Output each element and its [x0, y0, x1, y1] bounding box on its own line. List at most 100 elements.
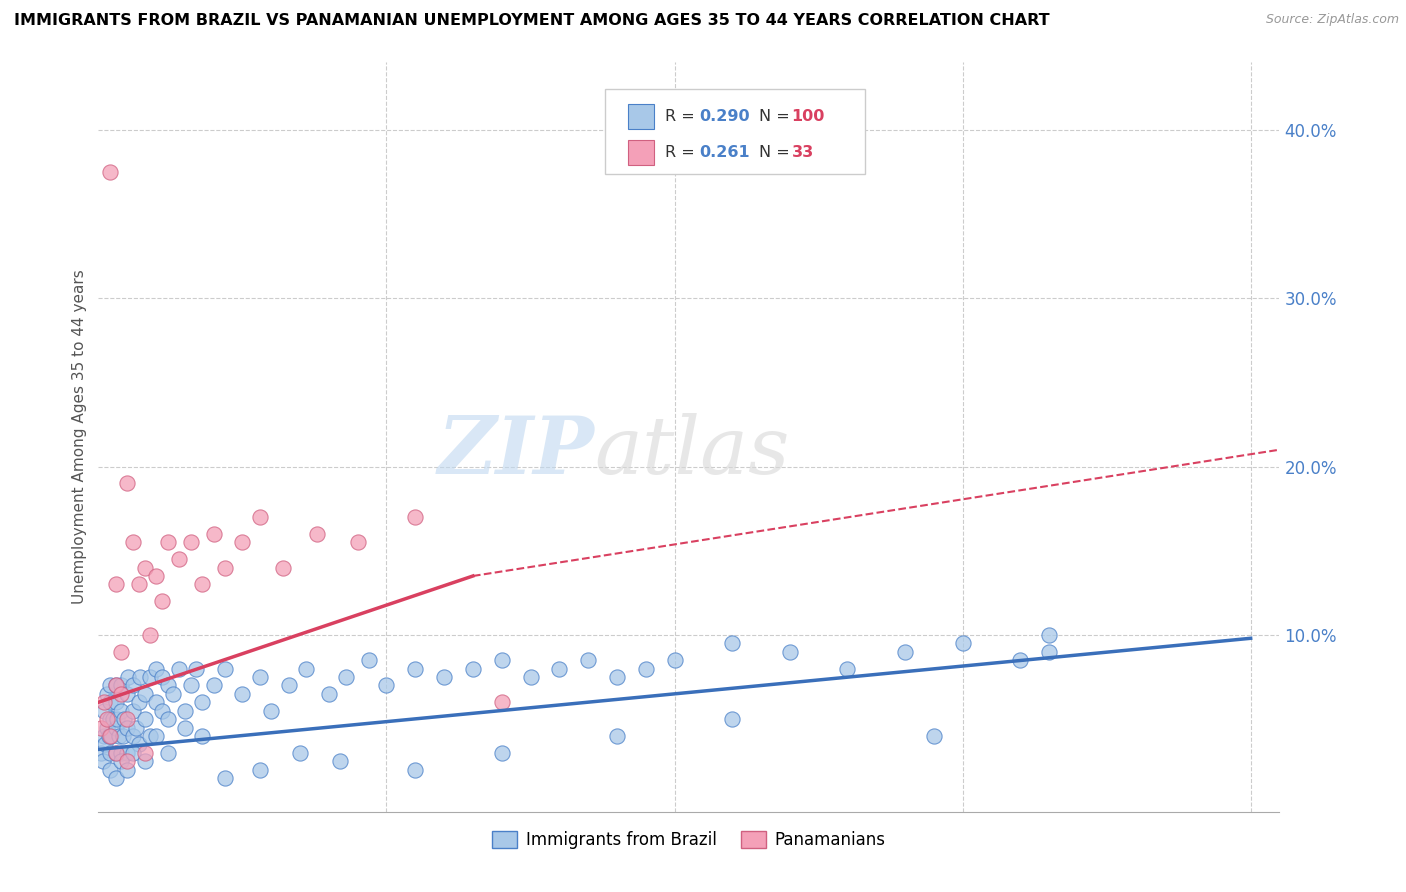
Point [90, 746, 112, 760]
Point [548, 662, 571, 676]
Point [461, 662, 484, 676]
Point [117, 670, 139, 684]
Point [335, 670, 357, 684]
Point [249, 763, 271, 777]
Point [404, 662, 426, 676]
Point [110, 687, 132, 701]
Point [375, 678, 398, 692]
Point [214, 662, 236, 676]
Text: 0.261: 0.261 [699, 145, 749, 160]
Point [105, 712, 128, 726]
Point [110, 746, 132, 760]
Point [191, 695, 214, 709]
Point [104, 721, 127, 735]
Point [162, 687, 184, 701]
Point [128, 577, 150, 591]
Point [98, 678, 121, 692]
Point [180, 678, 202, 692]
Point [134, 560, 156, 574]
Point [115, 746, 138, 760]
Point [606, 670, 628, 684]
Point [93, 695, 115, 709]
Point [249, 510, 271, 524]
Point [107, 729, 129, 743]
Text: R =: R = [665, 145, 700, 160]
Point [779, 645, 801, 659]
Point [145, 569, 167, 583]
Point [98, 165, 121, 179]
Point [100, 729, 122, 743]
Point [491, 695, 513, 709]
Point [115, 687, 138, 701]
Point [94, 737, 117, 751]
Point [721, 636, 744, 650]
Point [156, 678, 179, 692]
Point [98, 763, 121, 777]
Point [134, 712, 156, 726]
Point [288, 746, 311, 760]
Point [104, 771, 127, 785]
Point [104, 678, 127, 692]
Point [110, 645, 132, 659]
Point [491, 746, 513, 760]
Text: Source: ZipAtlas.com: Source: ZipAtlas.com [1265, 13, 1399, 27]
Point [404, 510, 426, 524]
Point [167, 662, 190, 676]
Point [115, 476, 138, 491]
Point [202, 678, 225, 692]
Point [112, 712, 135, 726]
Point [134, 754, 156, 768]
Point [214, 771, 236, 785]
Point [191, 577, 214, 591]
Point [519, 670, 541, 684]
Point [186, 662, 208, 676]
Text: 100: 100 [792, 110, 825, 124]
Point [115, 712, 138, 726]
Point [104, 678, 127, 692]
Point [318, 687, 340, 701]
Point [606, 729, 628, 743]
Point [167, 552, 190, 566]
Point [191, 729, 214, 743]
Point [122, 746, 145, 760]
Text: 0.290: 0.290 [699, 110, 749, 124]
Point [433, 670, 456, 684]
Point [346, 535, 368, 549]
Point [93, 704, 115, 718]
Point [173, 721, 195, 735]
Point [97, 729, 120, 743]
Point [111, 729, 134, 743]
Point [1010, 653, 1032, 667]
Point [122, 535, 145, 549]
Point [180, 535, 202, 549]
Point [91, 754, 114, 768]
Point [115, 721, 138, 735]
Text: atlas: atlas [595, 413, 790, 491]
Point [1038, 628, 1060, 642]
Point [150, 704, 173, 718]
Y-axis label: Unemployment Among Ages 35 to 44 years: Unemployment Among Ages 35 to 44 years [72, 269, 87, 605]
Point [173, 704, 195, 718]
Point [277, 678, 299, 692]
Point [576, 653, 599, 667]
Point [150, 670, 173, 684]
Text: ZIP: ZIP [437, 413, 595, 491]
Point [104, 746, 127, 760]
Point [837, 662, 859, 676]
Point [214, 560, 236, 574]
Point [260, 704, 283, 718]
Point [491, 653, 513, 667]
Point [122, 729, 145, 743]
Point [156, 535, 179, 549]
Point [295, 662, 318, 676]
Legend: Immigrants from Brazil, Panamanians: Immigrants from Brazil, Panamanians [485, 824, 893, 855]
Point [231, 687, 253, 701]
Point [110, 678, 132, 692]
Point [894, 645, 917, 659]
Point [129, 670, 152, 684]
Point [98, 695, 121, 709]
Point [96, 687, 118, 701]
Point [231, 535, 253, 549]
Point [145, 729, 167, 743]
Point [150, 594, 173, 608]
